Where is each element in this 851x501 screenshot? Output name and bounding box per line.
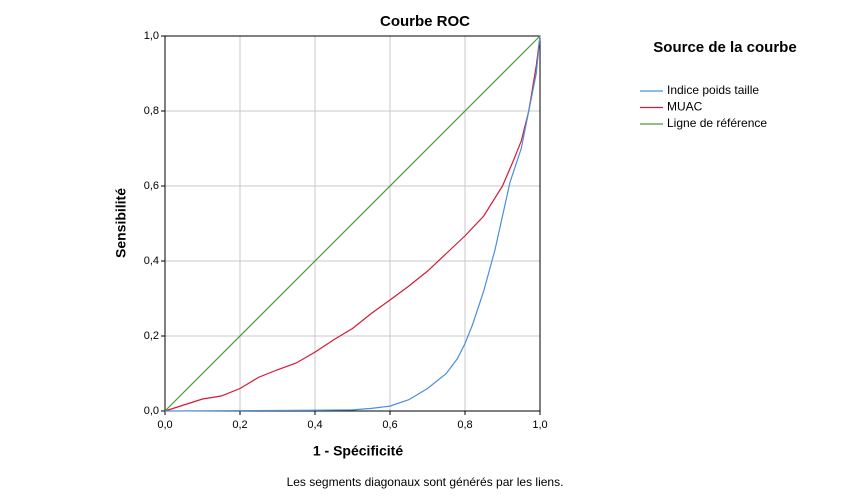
x-tick-label: 0,4 [307, 419, 322, 431]
roc-line [164, 35, 541, 412]
x-tick-label: 0,0 [157, 419, 172, 431]
y-tick-label: 0,8 [144, 105, 159, 117]
x-axis-label: 1 - Spécificité [313, 443, 403, 459]
y-tick-label: 0,6 [144, 180, 159, 192]
legend-title: Source de la courbe [653, 39, 797, 56]
roc-line [164, 35, 541, 412]
legend-label: Ligne de référence [667, 116, 767, 130]
y-tick-label: 0,2 [144, 330, 159, 342]
x-tick-label: 0,2 [232, 419, 247, 431]
x-tick-label: 0,8 [457, 419, 472, 431]
x-tick-label: 1,0 [532, 419, 547, 431]
y-axis-label: Sensibilité [113, 188, 129, 258]
footnote: Les segments diagonaux sont générés par … [287, 475, 564, 489]
roc-line [164, 35, 541, 412]
y-tick-label: 1,0 [144, 30, 159, 42]
x-tick-label: 0,6 [382, 419, 397, 431]
y-tick-label: 0,0 [144, 405, 159, 417]
legend-label: MUAC [667, 100, 703, 114]
plot-frame [164, 35, 541, 412]
y-tick-label: 0,4 [144, 255, 159, 267]
legend-label: Indice poids taille [667, 83, 759, 97]
chart-title: Courbe ROC [380, 13, 470, 30]
